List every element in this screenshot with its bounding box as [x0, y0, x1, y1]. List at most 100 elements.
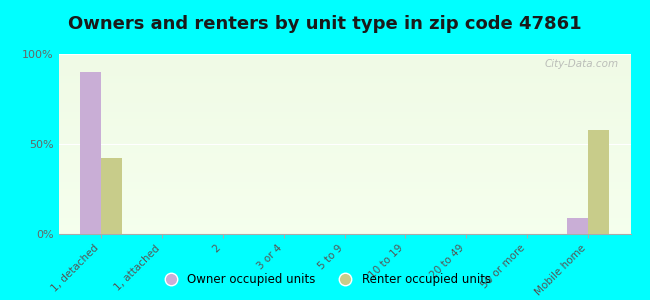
Bar [58, 171, 630, 173]
Bar [58, 115, 630, 117]
Text: City-Data.com: City-Data.com [545, 59, 619, 69]
Bar [58, 139, 630, 140]
Bar [58, 128, 630, 130]
Bar [58, 180, 630, 182]
Bar [58, 86, 630, 88]
Bar [58, 144, 630, 146]
Bar [58, 70, 630, 72]
Bar [58, 149, 630, 151]
Bar [58, 97, 630, 99]
Bar [101, 158, 122, 234]
Bar [58, 54, 630, 56]
Bar [58, 157, 630, 158]
Bar [58, 184, 630, 185]
Bar [58, 77, 630, 79]
Bar [58, 205, 630, 207]
Bar [58, 218, 630, 220]
Bar [58, 203, 630, 205]
Bar [58, 117, 630, 119]
Bar [58, 176, 630, 178]
Bar [58, 90, 630, 92]
Bar [58, 223, 630, 225]
Bar [58, 81, 630, 83]
Bar [58, 104, 630, 106]
Bar [58, 85, 630, 86]
Bar [58, 200, 630, 202]
Bar [58, 225, 630, 227]
Bar [567, 218, 588, 234]
Bar [58, 230, 630, 232]
Bar [58, 99, 630, 101]
Bar [58, 124, 630, 126]
Bar [58, 133, 630, 135]
Bar [58, 164, 630, 166]
Bar [58, 83, 630, 85]
Bar [58, 182, 630, 184]
Bar [58, 103, 630, 104]
Bar [58, 193, 630, 194]
Bar [58, 67, 630, 68]
Bar [58, 169, 630, 171]
Bar [58, 61, 630, 63]
Bar [58, 173, 630, 175]
Bar [58, 106, 630, 108]
Bar [58, 212, 630, 214]
Bar [58, 126, 630, 128]
Bar [80, 72, 101, 234]
Bar [58, 216, 630, 218]
Bar [58, 175, 630, 176]
Bar [58, 221, 630, 223]
Bar [58, 108, 630, 110]
Bar [58, 146, 630, 148]
Bar [58, 92, 630, 94]
Bar [58, 122, 630, 124]
Bar [58, 65, 630, 67]
Bar [58, 113, 630, 115]
Bar [58, 202, 630, 203]
Bar [58, 63, 630, 65]
Bar [58, 119, 630, 121]
Bar [58, 166, 630, 167]
Bar [58, 148, 630, 149]
Bar [58, 72, 630, 74]
Bar [58, 187, 630, 189]
Bar [58, 167, 630, 169]
Bar [58, 56, 630, 58]
Bar [58, 194, 630, 196]
Bar [58, 185, 630, 187]
Bar [58, 59, 630, 61]
Bar [58, 178, 630, 180]
Bar [58, 158, 630, 160]
Legend: Owner occupied units, Renter occupied units: Owner occupied units, Renter occupied un… [154, 269, 496, 291]
Text: Owners and renters by unit type in zip code 47861: Owners and renters by unit type in zip c… [68, 15, 582, 33]
Bar [58, 160, 630, 162]
Bar [58, 196, 630, 198]
Bar [58, 214, 630, 216]
Bar [58, 151, 630, 153]
Bar [58, 227, 630, 229]
Bar [58, 110, 630, 112]
Bar [58, 131, 630, 133]
Bar [58, 162, 630, 164]
Bar [58, 58, 630, 59]
Bar [58, 198, 630, 200]
Bar [58, 95, 630, 97]
Bar [58, 68, 630, 70]
Bar [58, 135, 630, 137]
Bar [58, 79, 630, 81]
Bar [58, 211, 630, 212]
Bar [58, 191, 630, 193]
Bar [58, 137, 630, 139]
Bar [58, 189, 630, 191]
Bar [58, 153, 630, 155]
Bar [58, 101, 630, 103]
Bar [58, 112, 630, 113]
Bar [58, 207, 630, 209]
Bar [58, 229, 630, 230]
Bar [58, 155, 630, 157]
Bar [58, 130, 630, 131]
Bar [58, 121, 630, 122]
Bar [58, 88, 630, 90]
Bar [58, 209, 630, 211]
Bar [58, 220, 630, 221]
